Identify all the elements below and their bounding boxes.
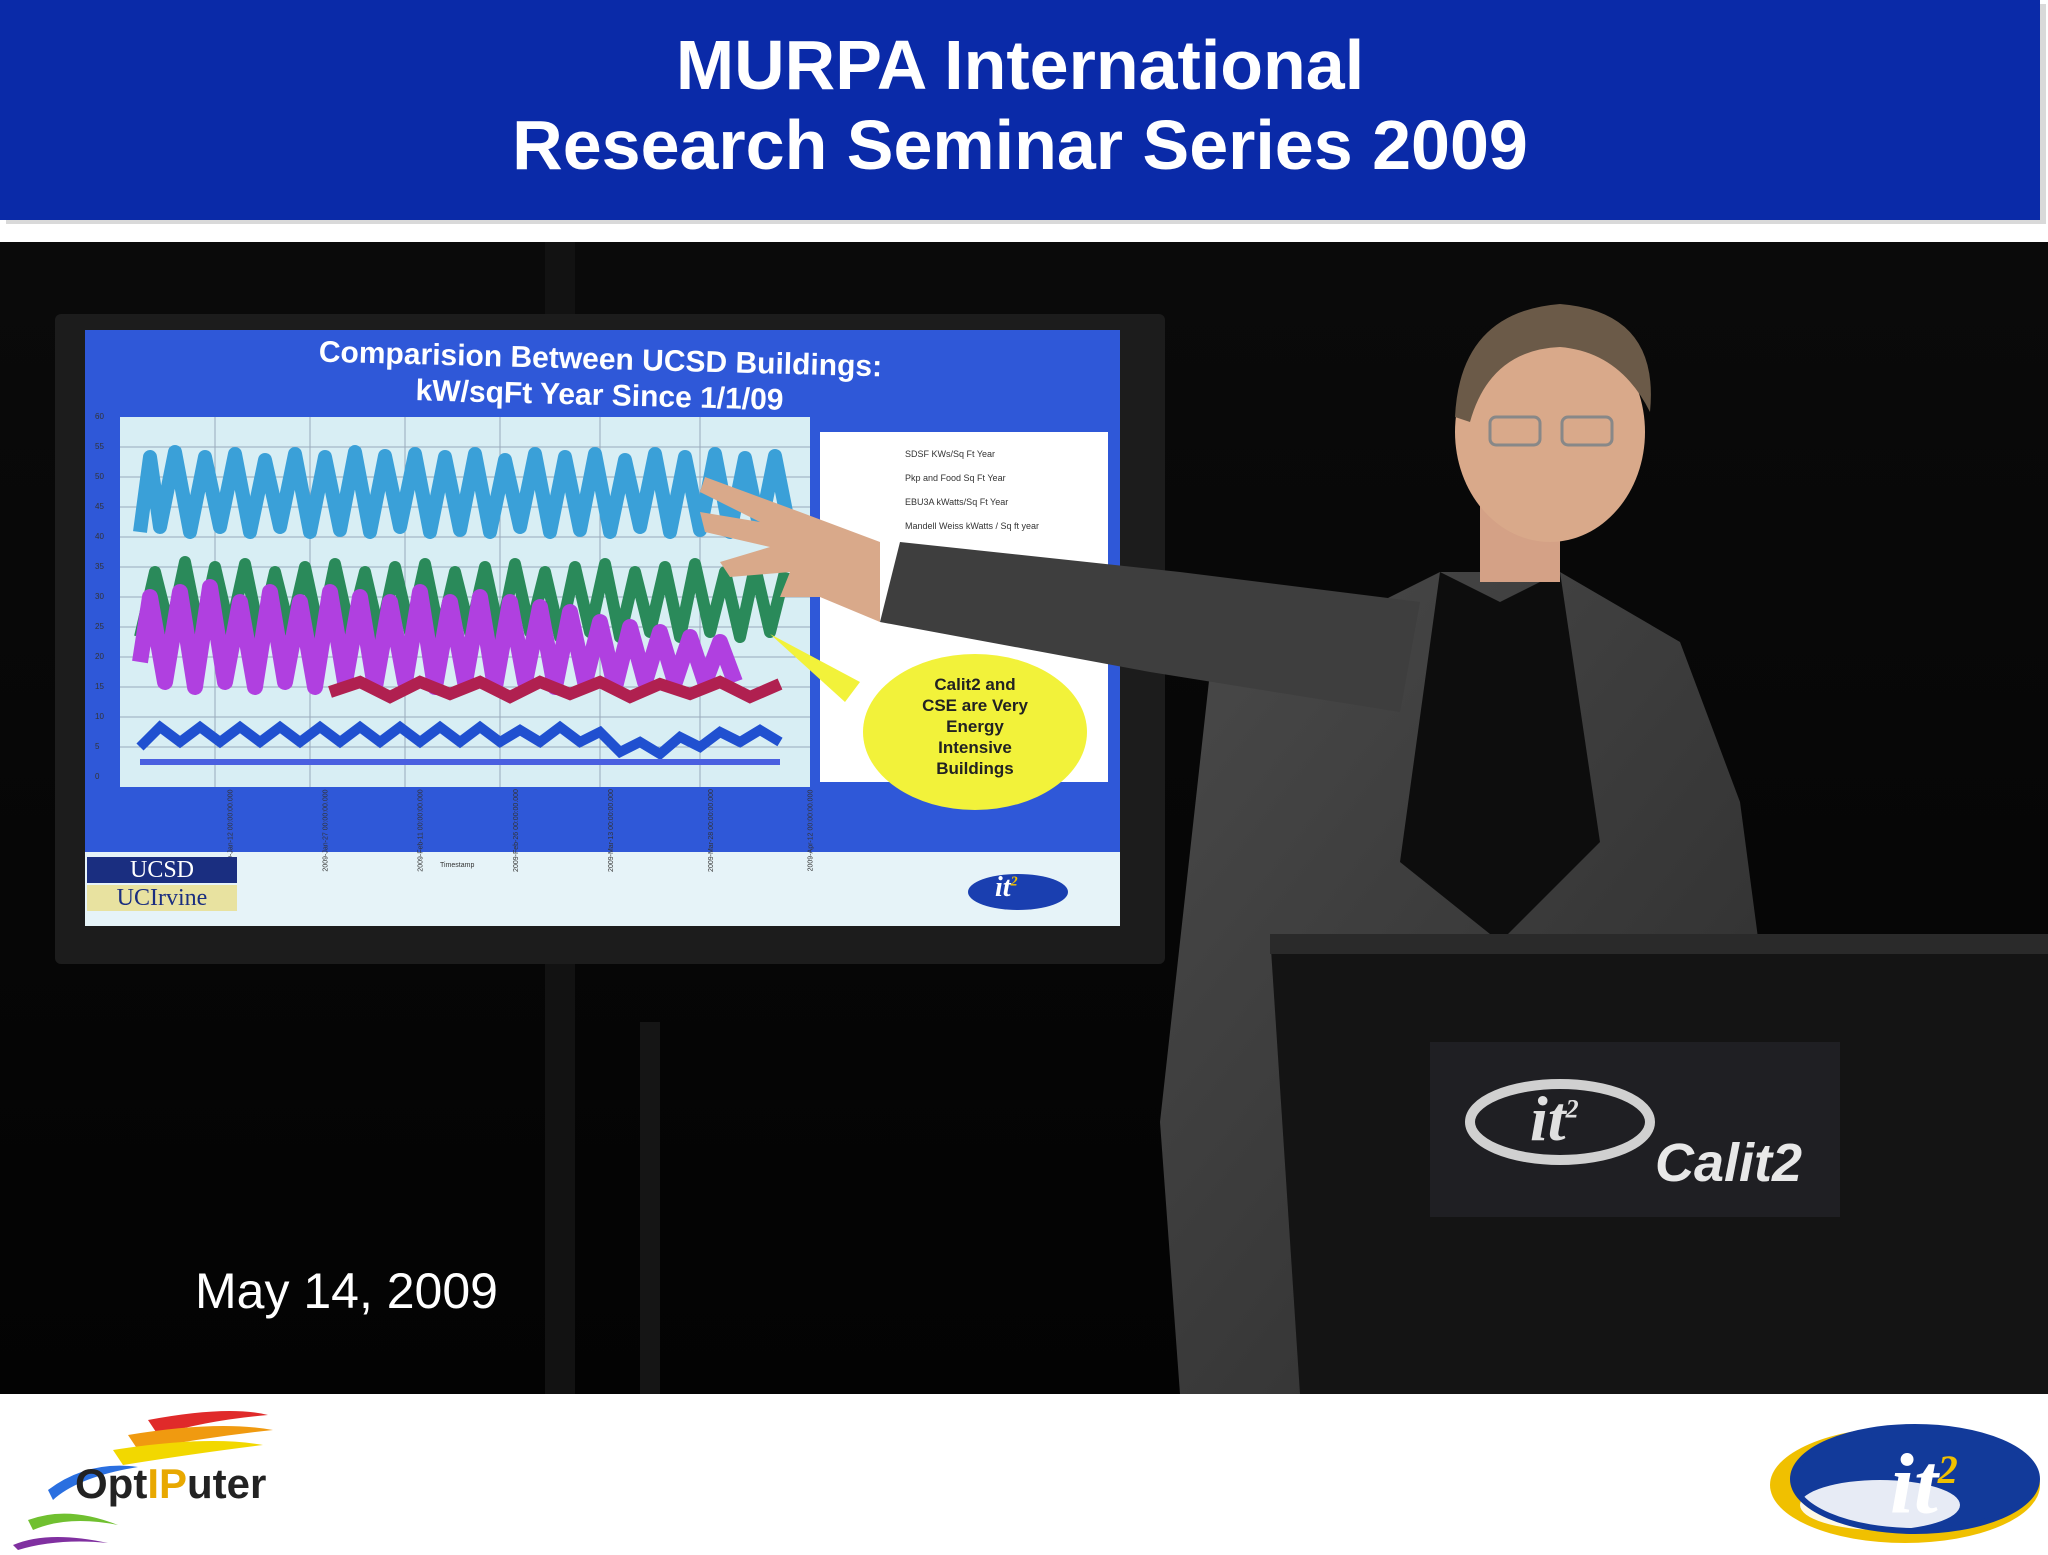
chart-callout-bubble: [863, 654, 1087, 810]
video-frame: Comparision Between UCSD Buildings: kW/s…: [0, 242, 2048, 1394]
it2-superscript: 2: [1937, 1447, 1958, 1492]
title-banner: MURPA International Research Seminar Ser…: [0, 0, 2040, 220]
legend-entry: Pkp and Food Sq Ft Year: [905, 473, 1006, 483]
y-tick: 50: [95, 472, 104, 481]
slide-uci-logo: UCIrvine: [87, 885, 237, 911]
x-tick: 2009-Mar-28 00:00:00.000: [707, 789, 715, 872]
optiputer-wordmark: OptIPuter: [75, 1460, 267, 1507]
podium-it2-logo: [1465, 1079, 1655, 1165]
callout-line: Buildings: [936, 759, 1014, 778]
podium-sign: [1430, 1042, 1840, 1217]
y-tick: 5: [95, 742, 100, 751]
it2-logo: it2: [1750, 1405, 2045, 1550]
x-tick: 2009-Feb-11 00:00:00.000: [417, 789, 425, 872]
legend-entry: EBU3A kWatts/Sq Ft Year: [905, 497, 1009, 507]
y-tick: 60: [95, 412, 104, 421]
callout-line: Energy: [946, 717, 1004, 736]
x-tick: 2009-Feb-26 00:00:00.000: [512, 789, 520, 872]
podium-logo-mark: it2: [1530, 1083, 1579, 1154]
podium-logo-text: Calit2: [1655, 1133, 1803, 1193]
seminar-title-line2: Research Seminar Series 2009: [512, 106, 1528, 184]
chart-series-2: [134, 556, 791, 643]
chart-series-1: [133, 445, 797, 539]
y-tick: 25: [95, 622, 104, 631]
podium: [1270, 934, 2048, 1394]
y-tick: 40: [95, 532, 104, 541]
chart-series-4: [328, 675, 783, 704]
optiputer-logo: [8, 1405, 308, 1550]
y-tick: 0: [95, 772, 100, 781]
callout-line: Intensive: [938, 738, 1012, 757]
seminar-title-line1: MURPA International: [675, 26, 1365, 104]
x-axis-label: Timestamp: [440, 862, 475, 869]
chart-y-axis: 60 55 50 45 40 35 30 25 20 15 10 5 0: [95, 412, 117, 792]
callout-line: CSE are Very: [922, 696, 1028, 715]
slide-it2-logo: [968, 874, 1068, 910]
y-tick: 30: [95, 592, 104, 601]
y-tick: 15: [95, 682, 104, 691]
x-tick: 2009-Jan-27 00:00:00.000: [322, 789, 330, 872]
legend-entry: SDSF KWs/Sq Ft Year: [905, 449, 996, 459]
callout-text: Calit2 and CSE are Very Energy Intensive…: [885, 674, 1065, 779]
y-tick: 55: [95, 442, 104, 451]
y-tick: 10: [95, 712, 104, 721]
legend-entry: Mandell Weiss kWatts / Sq ft year: [905, 521, 1040, 531]
slide-ucsd-logo: UCSD: [87, 857, 237, 883]
x-tick: 2009-Apr-12 00:00:00.000: [807, 789, 815, 872]
chart-legend: SDSF KWs/Sq Ft Year Pkp and Food Sq Ft Y…: [845, 442, 1105, 538]
optiputer-swoosh-icon: [13, 1411, 273, 1550]
presentation-date: May 14, 2009: [195, 1263, 498, 1319]
y-tick: 45: [95, 502, 104, 511]
chart-series-5: [136, 720, 783, 761]
x-tick: 2009-Mar-13 00:00:00.000: [607, 789, 615, 872]
callout-line: Calit2 and: [934, 675, 1016, 694]
y-tick: 20: [95, 652, 104, 661]
y-tick: 35: [95, 562, 104, 571]
it2-text: it: [1890, 1435, 1938, 1532]
chart-x-axis: 2009-Jan-12 00:00:00.000 2009-Jan-27 00:…: [120, 789, 815, 872]
slide-it2-logo-text: it2: [995, 872, 1018, 903]
